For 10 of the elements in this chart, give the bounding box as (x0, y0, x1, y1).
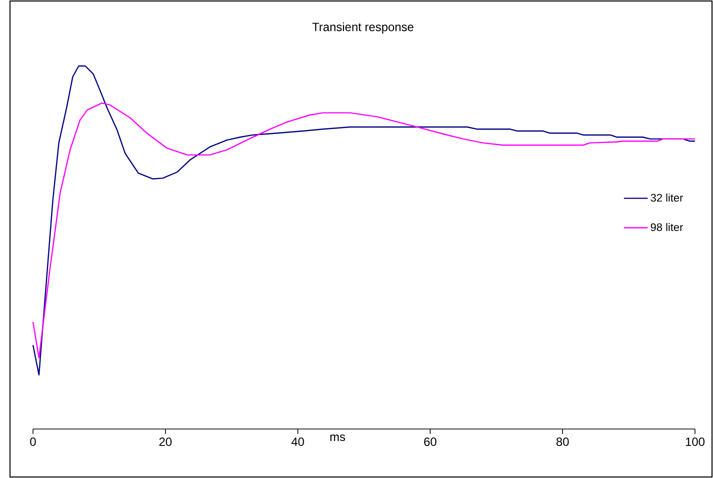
legend-label: 32 liter (650, 194, 684, 202)
x-tick-label: 0 (30, 438, 36, 446)
x-tick-label: 100 (686, 438, 705, 446)
x-tick-label: 40 (291, 438, 304, 446)
x-tick-label: 60 (424, 438, 436, 446)
x-axis-title: ms (330, 434, 346, 442)
chart-title: Transient response (312, 22, 414, 34)
x-tick-label: 20 (159, 438, 172, 446)
legend-label: 98 liter (650, 223, 684, 232)
x-tick-label: 80 (556, 438, 569, 446)
